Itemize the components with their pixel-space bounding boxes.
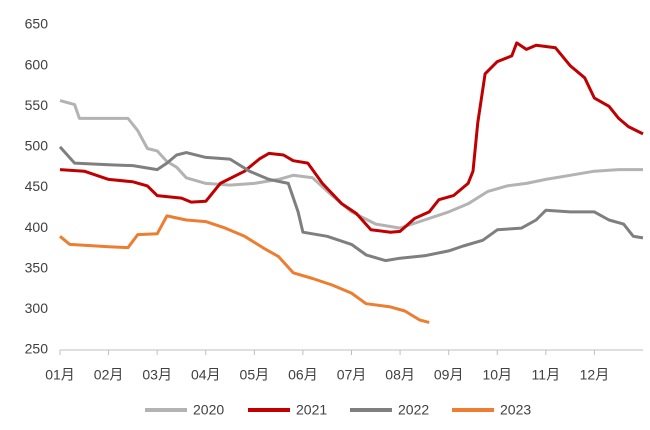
x-tick-label: 12月 — [580, 367, 610, 383]
y-tick-label: 600 — [25, 56, 49, 72]
y-tick-label: 350 — [25, 259, 49, 275]
y-tick-label: 450 — [25, 178, 49, 194]
x-tick-label: 10月 — [482, 367, 512, 383]
x-tick-label: 06月 — [288, 367, 318, 383]
x-tick-label: 03月 — [142, 367, 172, 383]
y-tick-label: 650 — [25, 16, 49, 32]
x-tick-label: 09月 — [434, 367, 464, 383]
y-tick-label: 250 — [25, 341, 49, 357]
x-tick-label: 08月 — [385, 367, 415, 383]
series-line — [58, 145, 644, 263]
x-tick-label: 07月 — [337, 367, 367, 383]
y-tick-label: 550 — [25, 97, 49, 113]
series-line — [59, 214, 430, 324]
y-tick-label: 500 — [25, 138, 49, 154]
legend-label: 2022 — [398, 402, 429, 418]
x-tick-label: 11月 — [532, 367, 561, 383]
series-line — [59, 41, 644, 234]
x-tick-label: 01月 — [45, 367, 75, 383]
legend-label: 2021 — [296, 402, 327, 418]
legend-label: 2020 — [193, 402, 224, 418]
x-tick-label: 05月 — [240, 367, 270, 383]
y-tick-label: 400 — [25, 219, 49, 235]
x-tick-label: 04月 — [191, 367, 221, 383]
series-line — [59, 99, 643, 230]
legend-label: 2023 — [500, 402, 531, 418]
y-tick-label: 300 — [25, 300, 49, 316]
x-tick-label: 02月 — [94, 367, 124, 383]
